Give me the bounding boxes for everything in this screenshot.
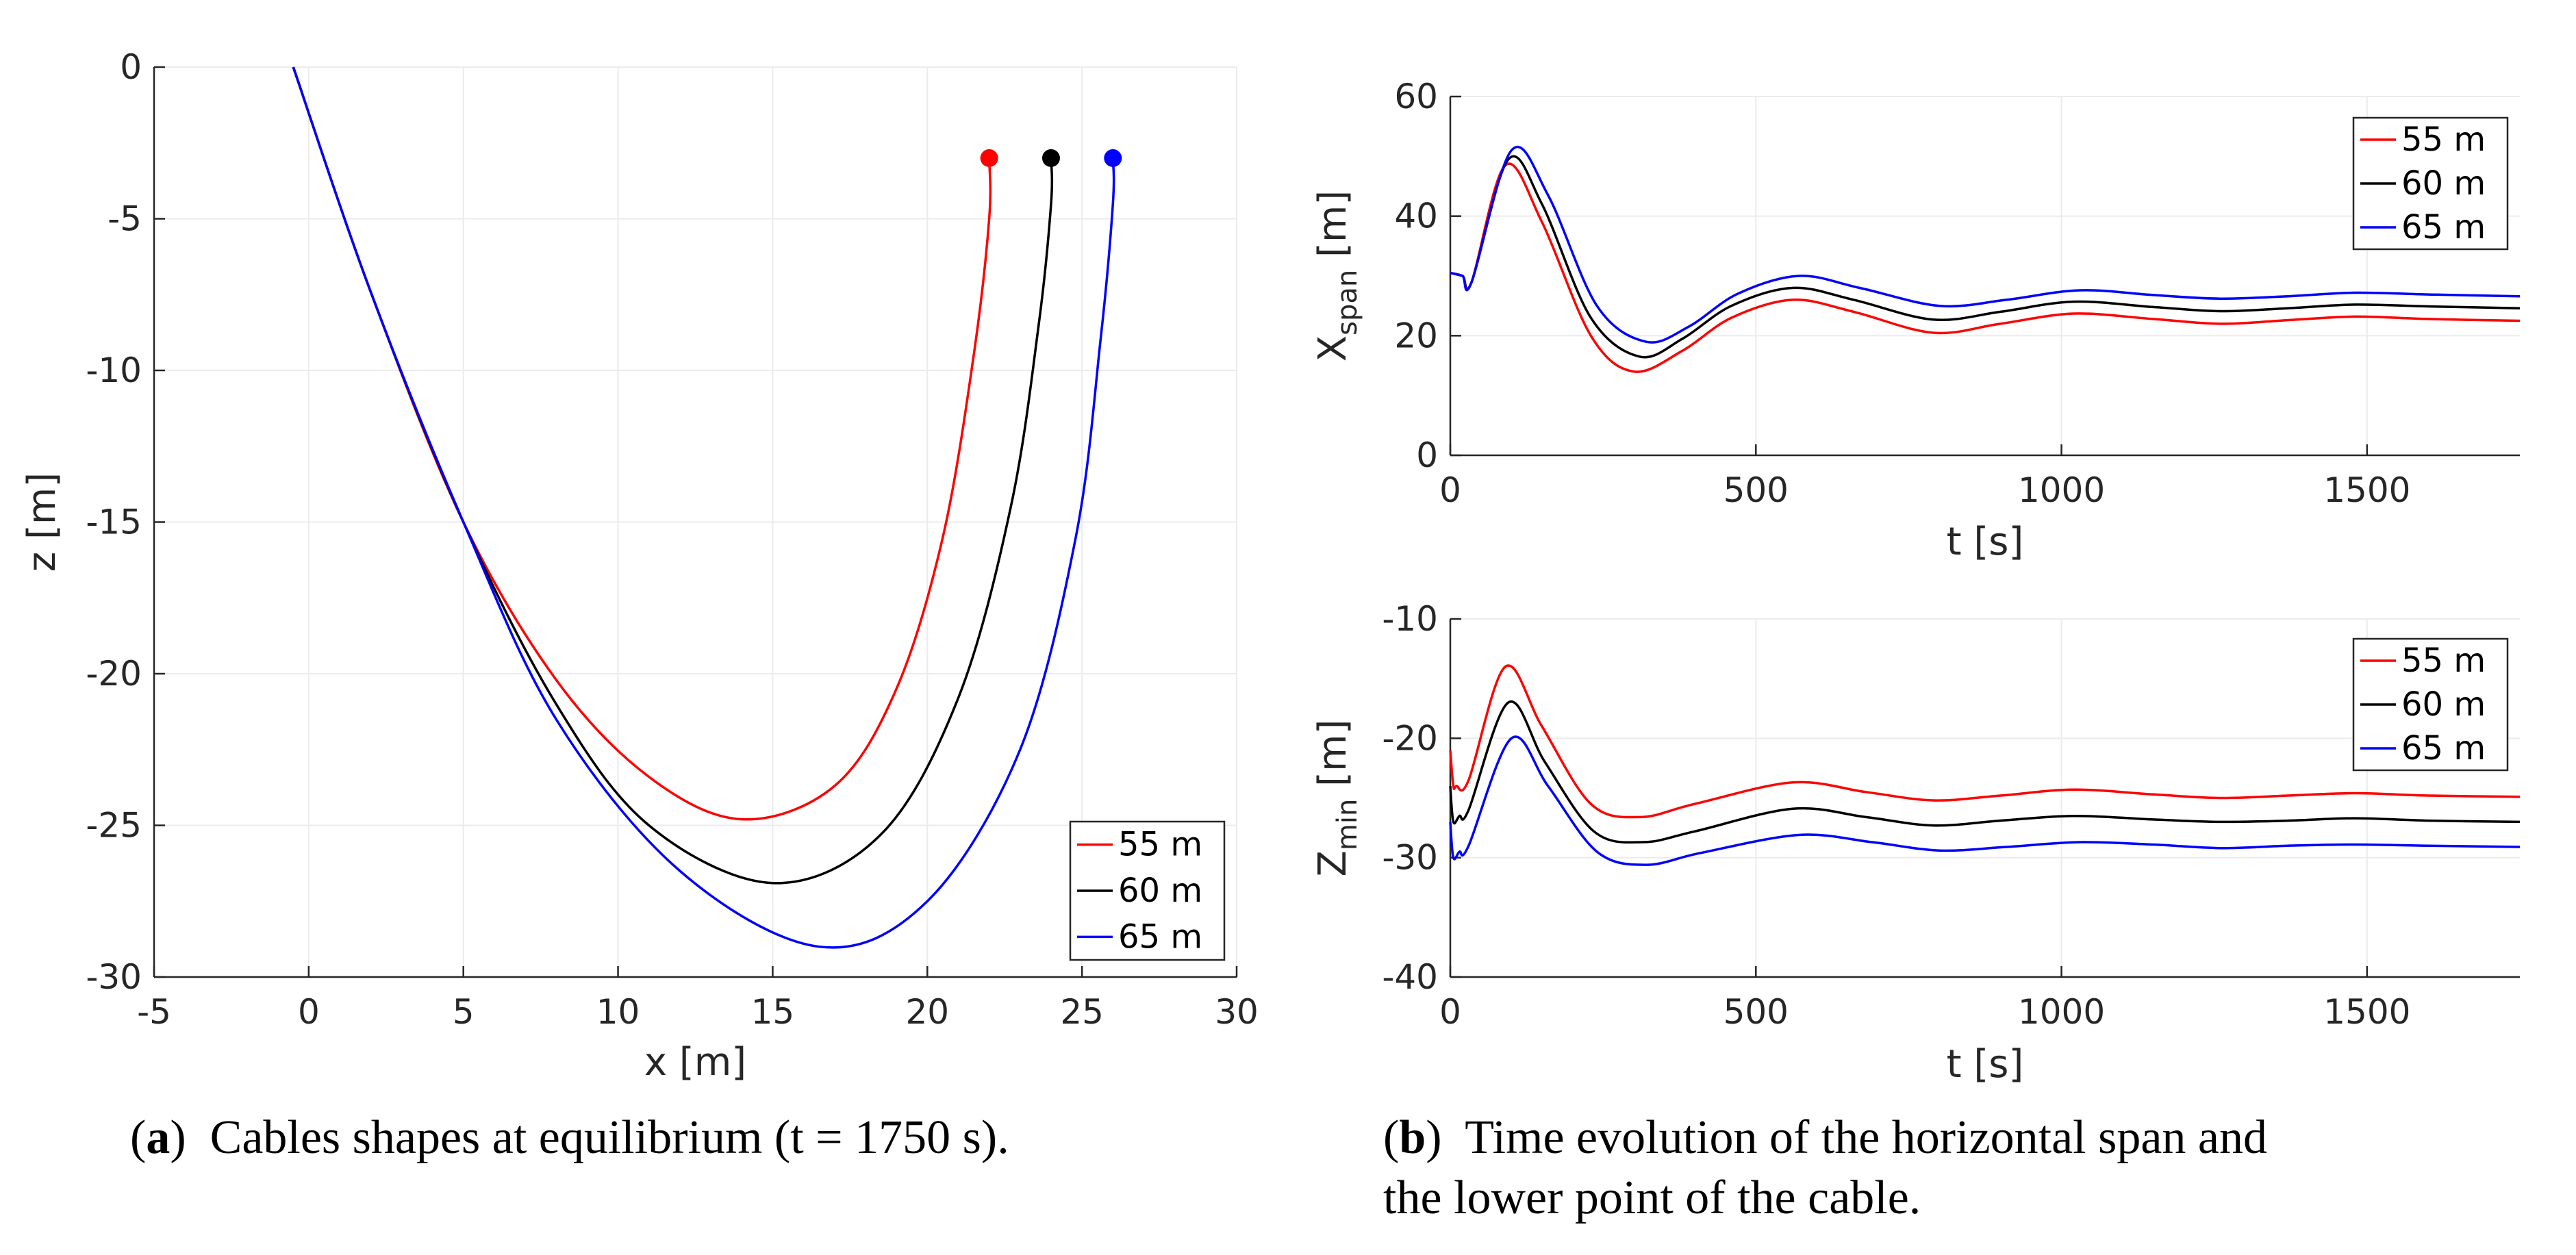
legend-label: 60 m bbox=[2401, 685, 2486, 724]
series-line-55m bbox=[1450, 162, 2521, 373]
x-tick-label: 0 bbox=[1439, 992, 1461, 1032]
x-tick-label: 10 bbox=[596, 992, 640, 1032]
y-tick-label: -30 bbox=[1382, 838, 1438, 878]
legend-label: 55 m bbox=[2401, 121, 2486, 159]
series-line-65m bbox=[1450, 145, 2521, 344]
y-tick-label: -10 bbox=[1382, 599, 1438, 639]
x-tick-label: 1500 bbox=[2323, 470, 2410, 510]
x-tick-label: 15 bbox=[751, 992, 795, 1032]
chart-panel-b-zmin: 0 500 1000 1500 -10 -20 -30 -40 t [s] Zmin [m] 55 … bbox=[1311, 599, 2521, 1087]
series-endpoint-65m bbox=[1104, 149, 1122, 167]
legend-label: 65 m bbox=[2401, 729, 2486, 768]
legend-label: 55 m bbox=[1118, 826, 1202, 864]
x-tick-label: 500 bbox=[1723, 470, 1789, 510]
x-tick-label: 1000 bbox=[2018, 470, 2105, 510]
y-tick-label: -40 bbox=[1382, 957, 1438, 997]
caption-b-line2: the lower point of the cable. bbox=[1383, 1171, 1921, 1224]
x-tick-label: 0 bbox=[298, 992, 320, 1032]
x-tick-label: 1000 bbox=[2018, 992, 2105, 1032]
series-line-55m bbox=[1449, 664, 2521, 819]
caption-b-label: b bbox=[1399, 1111, 1426, 1164]
y-axis-label: Xspan [m] bbox=[1311, 190, 1363, 362]
x-axis-label: t [s] bbox=[1947, 1042, 2024, 1087]
x-tick-label: 1500 bbox=[2323, 992, 2410, 1032]
legend-label: 60 m bbox=[1118, 872, 1202, 910]
x-tick-label: -5 bbox=[137, 992, 171, 1032]
y-tick-label: -20 bbox=[1382, 718, 1438, 758]
caption-b: (b) Time evolution of the horizontal spa… bbox=[1383, 1111, 2267, 1224]
caption-b-line1: Time evolution of the horizontal span an… bbox=[1465, 1111, 2267, 1164]
x-axis-label: t [s] bbox=[1947, 520, 2024, 564]
y-tick-label: -5 bbox=[108, 199, 142, 239]
y-tick-label: -15 bbox=[86, 503, 142, 542]
x-axis-label: x [m] bbox=[644, 1040, 746, 1085]
caption-a-label: a bbox=[146, 1111, 171, 1164]
x-tick-label: 20 bbox=[905, 992, 949, 1032]
x-tick-label: 500 bbox=[1723, 992, 1789, 1032]
y-tick-label: 60 bbox=[1394, 77, 1438, 116]
caption-a-text: Cables shapes at equilibrium (t = 1750 s… bbox=[210, 1111, 1009, 1164]
series-endpoint-60m bbox=[1041, 149, 1060, 167]
y-tick-label: -25 bbox=[86, 806, 142, 846]
legend-label: 65 m bbox=[1118, 917, 1202, 956]
y-tick-label: 40 bbox=[1394, 197, 1438, 236]
legend-label: 60 m bbox=[2401, 164, 2486, 203]
plot-area bbox=[1450, 97, 2520, 455]
y-tick-label: -10 bbox=[86, 351, 142, 390]
y-axis-label: Zmin [m] bbox=[1311, 720, 1363, 877]
chart-panel-a: -5 0 5 10 15 20 25 30 0 -5 -10 -15 -20 -25 -30 x [m] z [… bbox=[20, 47, 1259, 1085]
x-tick-label: 5 bbox=[453, 992, 475, 1032]
y-tick-label: -20 bbox=[86, 654, 142, 694]
y-axis-label: z [m] bbox=[20, 472, 64, 572]
series-line-60m bbox=[1450, 155, 2521, 359]
series-line-65m bbox=[292, 66, 1115, 949]
y-tick-label: 0 bbox=[1416, 435, 1438, 475]
series-endpoint-55m bbox=[980, 149, 998, 167]
series-line-65m bbox=[1449, 735, 2521, 866]
legend-label: 65 m bbox=[2401, 208, 2486, 246]
caption-a: (a) Cables shapes at equilibrium (t = 17… bbox=[130, 1111, 1009, 1164]
legend-label: 55 m bbox=[2401, 642, 2486, 680]
series-line-60m bbox=[1449, 700, 2521, 844]
y-tick-label: -30 bbox=[86, 957, 142, 997]
chart-panel-b-span: 0 500 1000 1500 0 20 40 60 t [s] Xspan [m] 55 m 60 … bbox=[1311, 77, 2521, 564]
x-tick-label: 25 bbox=[1060, 992, 1104, 1032]
x-tick-label: 0 bbox=[1439, 470, 1461, 510]
y-tick-label: 20 bbox=[1394, 316, 1438, 355]
y-tick-label: 0 bbox=[120, 47, 142, 87]
x-tick-label: 30 bbox=[1215, 992, 1259, 1032]
